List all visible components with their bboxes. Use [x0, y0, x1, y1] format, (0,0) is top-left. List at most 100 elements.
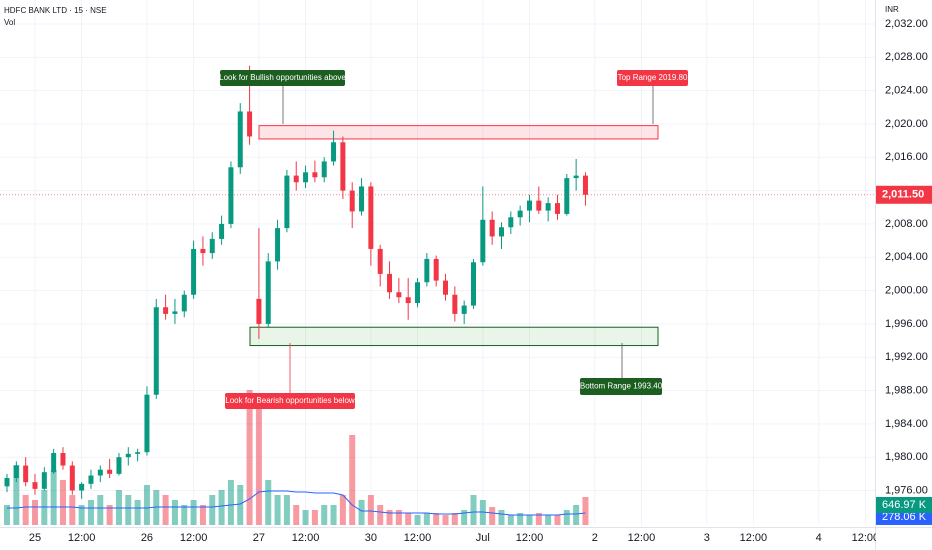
- x-tick-label: 2: [592, 532, 598, 544]
- y-tick-label: 1,984.00: [885, 418, 928, 430]
- volume-bar: [255, 395, 262, 525]
- x-tick-label: Jul: [476, 532, 490, 544]
- volume-bar: [377, 505, 384, 525]
- candle-body: [69, 465, 75, 491]
- candle-body: [452, 294, 458, 314]
- x-tick-label: 25: [29, 532, 41, 544]
- candle-body: [97, 469, 103, 476]
- candle-body: [172, 311, 178, 314]
- candle-body: [331, 142, 337, 162]
- annotation-box: [220, 70, 345, 86]
- candle-body: [443, 280, 449, 295]
- x-tick-label: 4: [816, 532, 822, 544]
- zone-label: Bottom Range 1993.40: [580, 382, 663, 391]
- volume-bar: [423, 513, 430, 525]
- volume-bar: [498, 510, 505, 525]
- candle-body: [508, 217, 514, 228]
- candle-body: [424, 258, 430, 283]
- volume-title: Vol: [4, 18, 15, 27]
- candle-body: [219, 223, 225, 239]
- candle-body: [237, 111, 243, 168]
- candle-body: [582, 175, 588, 195]
- volume-bar: [4, 505, 10, 525]
- volume-bar: [97, 495, 104, 525]
- candle-body: [247, 111, 253, 137]
- volume-bar: [22, 495, 29, 525]
- candle-body: [349, 190, 355, 212]
- candle-body: [116, 457, 122, 474]
- candle-body: [256, 298, 262, 324]
- volume-bar: [330, 505, 337, 525]
- last-price-label: 2,011.50: [882, 189, 924, 201]
- volume-bar: [293, 505, 300, 525]
- candle-body: [396, 292, 402, 298]
- chart-title: HDFC BANK LTD · 15 · NSE: [4, 6, 107, 15]
- volume-bar: [87, 500, 94, 525]
- candle-body: [228, 167, 234, 224]
- candle-body: [368, 186, 374, 249]
- x-tick-label: 12:00: [516, 532, 544, 544]
- volume-bar: [209, 495, 216, 525]
- candle-body: [377, 248, 383, 274]
- candle-body: [489, 219, 495, 237]
- volume-bar: [134, 500, 141, 525]
- candle-body: [303, 172, 309, 183]
- volume-bar: [358, 500, 365, 525]
- candle-body: [498, 227, 504, 237]
- volume-bar: [59, 480, 66, 525]
- volume-bar: [405, 513, 412, 525]
- overlay: HDFC BANK LTD · 15 · NSE Vol 2,011.50 278…: [4, 6, 932, 550]
- y-tick-label: 1,996.00: [885, 318, 928, 330]
- volume-bar: [321, 505, 328, 525]
- candle-body: [79, 483, 85, 491]
- candle-body: [321, 161, 327, 178]
- volume-bar: [414, 515, 421, 525]
- volume-bar: [50, 470, 57, 525]
- y-tick-label: 2,028.00: [885, 51, 928, 63]
- volume-bar: [433, 513, 440, 525]
- volume-bar: [78, 505, 85, 525]
- volume-bar: [507, 515, 514, 525]
- volume-ma-line: [7, 490, 586, 516]
- volume-bar: [237, 485, 244, 525]
- candle-body: [88, 475, 94, 484]
- candle-body: [387, 273, 393, 293]
- y-tick-label: 1,988.00: [885, 384, 928, 396]
- volume-bar: [526, 515, 533, 525]
- candle-body: [51, 453, 57, 473]
- candle-body: [191, 248, 197, 295]
- volume-bar: [218, 490, 225, 525]
- candle-body: [554, 203, 560, 214]
- volume-bar: [535, 513, 542, 525]
- volume-bar: [181, 505, 188, 525]
- annotation-text: Look for Bullish opportunities above: [219, 73, 346, 82]
- volume-bar: [367, 495, 374, 525]
- candle-body: [293, 175, 299, 183]
- candle-body: [4, 478, 10, 487]
- volume-bar: [563, 510, 570, 525]
- price-axis: [875, 0, 932, 550]
- x-tick-label: 12:00: [852, 532, 880, 544]
- candle-body: [545, 203, 551, 211]
- volume-bar: [489, 507, 496, 525]
- zone-label: Top Range 2019.80: [618, 73, 688, 82]
- volume-bar: [246, 390, 253, 525]
- volume-bar: [339, 495, 346, 525]
- candle-body: [60, 453, 66, 466]
- volume-bar: [554, 515, 561, 525]
- candle-body: [41, 472, 47, 489]
- y-tick-label: 2,008.00: [885, 218, 928, 230]
- candle-body: [312, 172, 318, 178]
- volume-bar: [199, 505, 206, 525]
- time-axis: [0, 527, 932, 550]
- volume-bar: [69, 495, 76, 525]
- currency-label: INR: [885, 5, 899, 14]
- candle-body: [181, 294, 187, 312]
- y-tick-label: 2,016.00: [885, 151, 928, 163]
- candle-body: [125, 453, 131, 458]
- volume-bar: [125, 495, 132, 525]
- candle-body: [480, 219, 486, 263]
